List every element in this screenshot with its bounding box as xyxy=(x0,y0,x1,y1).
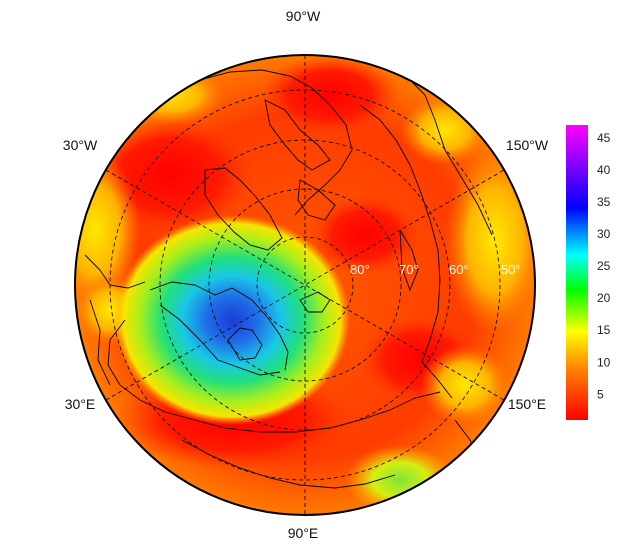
colorbar-tick-label: 20 xyxy=(597,291,611,305)
lat-label-60: 60° xyxy=(449,262,469,277)
colorbar-ticks: 5 10 15 20 25 30 35 40 45 xyxy=(597,131,611,401)
lon-label-150w: 150°W xyxy=(505,137,549,153)
data-field xyxy=(75,55,535,515)
colorbar-tick-label: 40 xyxy=(597,163,611,177)
graticule xyxy=(105,55,505,515)
map-frame xyxy=(74,54,536,516)
lat-label-80: 80° xyxy=(350,262,370,277)
lat-label-50: 50° xyxy=(501,262,521,277)
colorbar-tick-label: 30 xyxy=(597,227,611,241)
lon-label-90w: 90°W xyxy=(285,8,321,24)
lat-label-70: 70° xyxy=(399,262,419,277)
coastlines xyxy=(84,69,493,489)
lon-label-150e: 150°E xyxy=(507,396,547,412)
lon-label-90e: 90°E xyxy=(287,525,319,541)
colorbar-tick-label: 45 xyxy=(597,131,611,145)
lon-label-30w: 30°W xyxy=(62,137,98,153)
colorbar-ramp xyxy=(566,125,588,420)
colorbar: 5 10 15 20 25 30 35 40 45 xyxy=(566,125,611,420)
colorbar-tick-label: 10 xyxy=(597,355,611,369)
colorbar-tick-label: 35 xyxy=(597,195,611,209)
colorbar-tick-label: 5 xyxy=(597,387,604,401)
lon-label-30e: 30°E xyxy=(64,396,96,412)
colorbar-tick-label: 15 xyxy=(597,323,611,337)
colorbar-tick-label: 25 xyxy=(597,259,611,273)
